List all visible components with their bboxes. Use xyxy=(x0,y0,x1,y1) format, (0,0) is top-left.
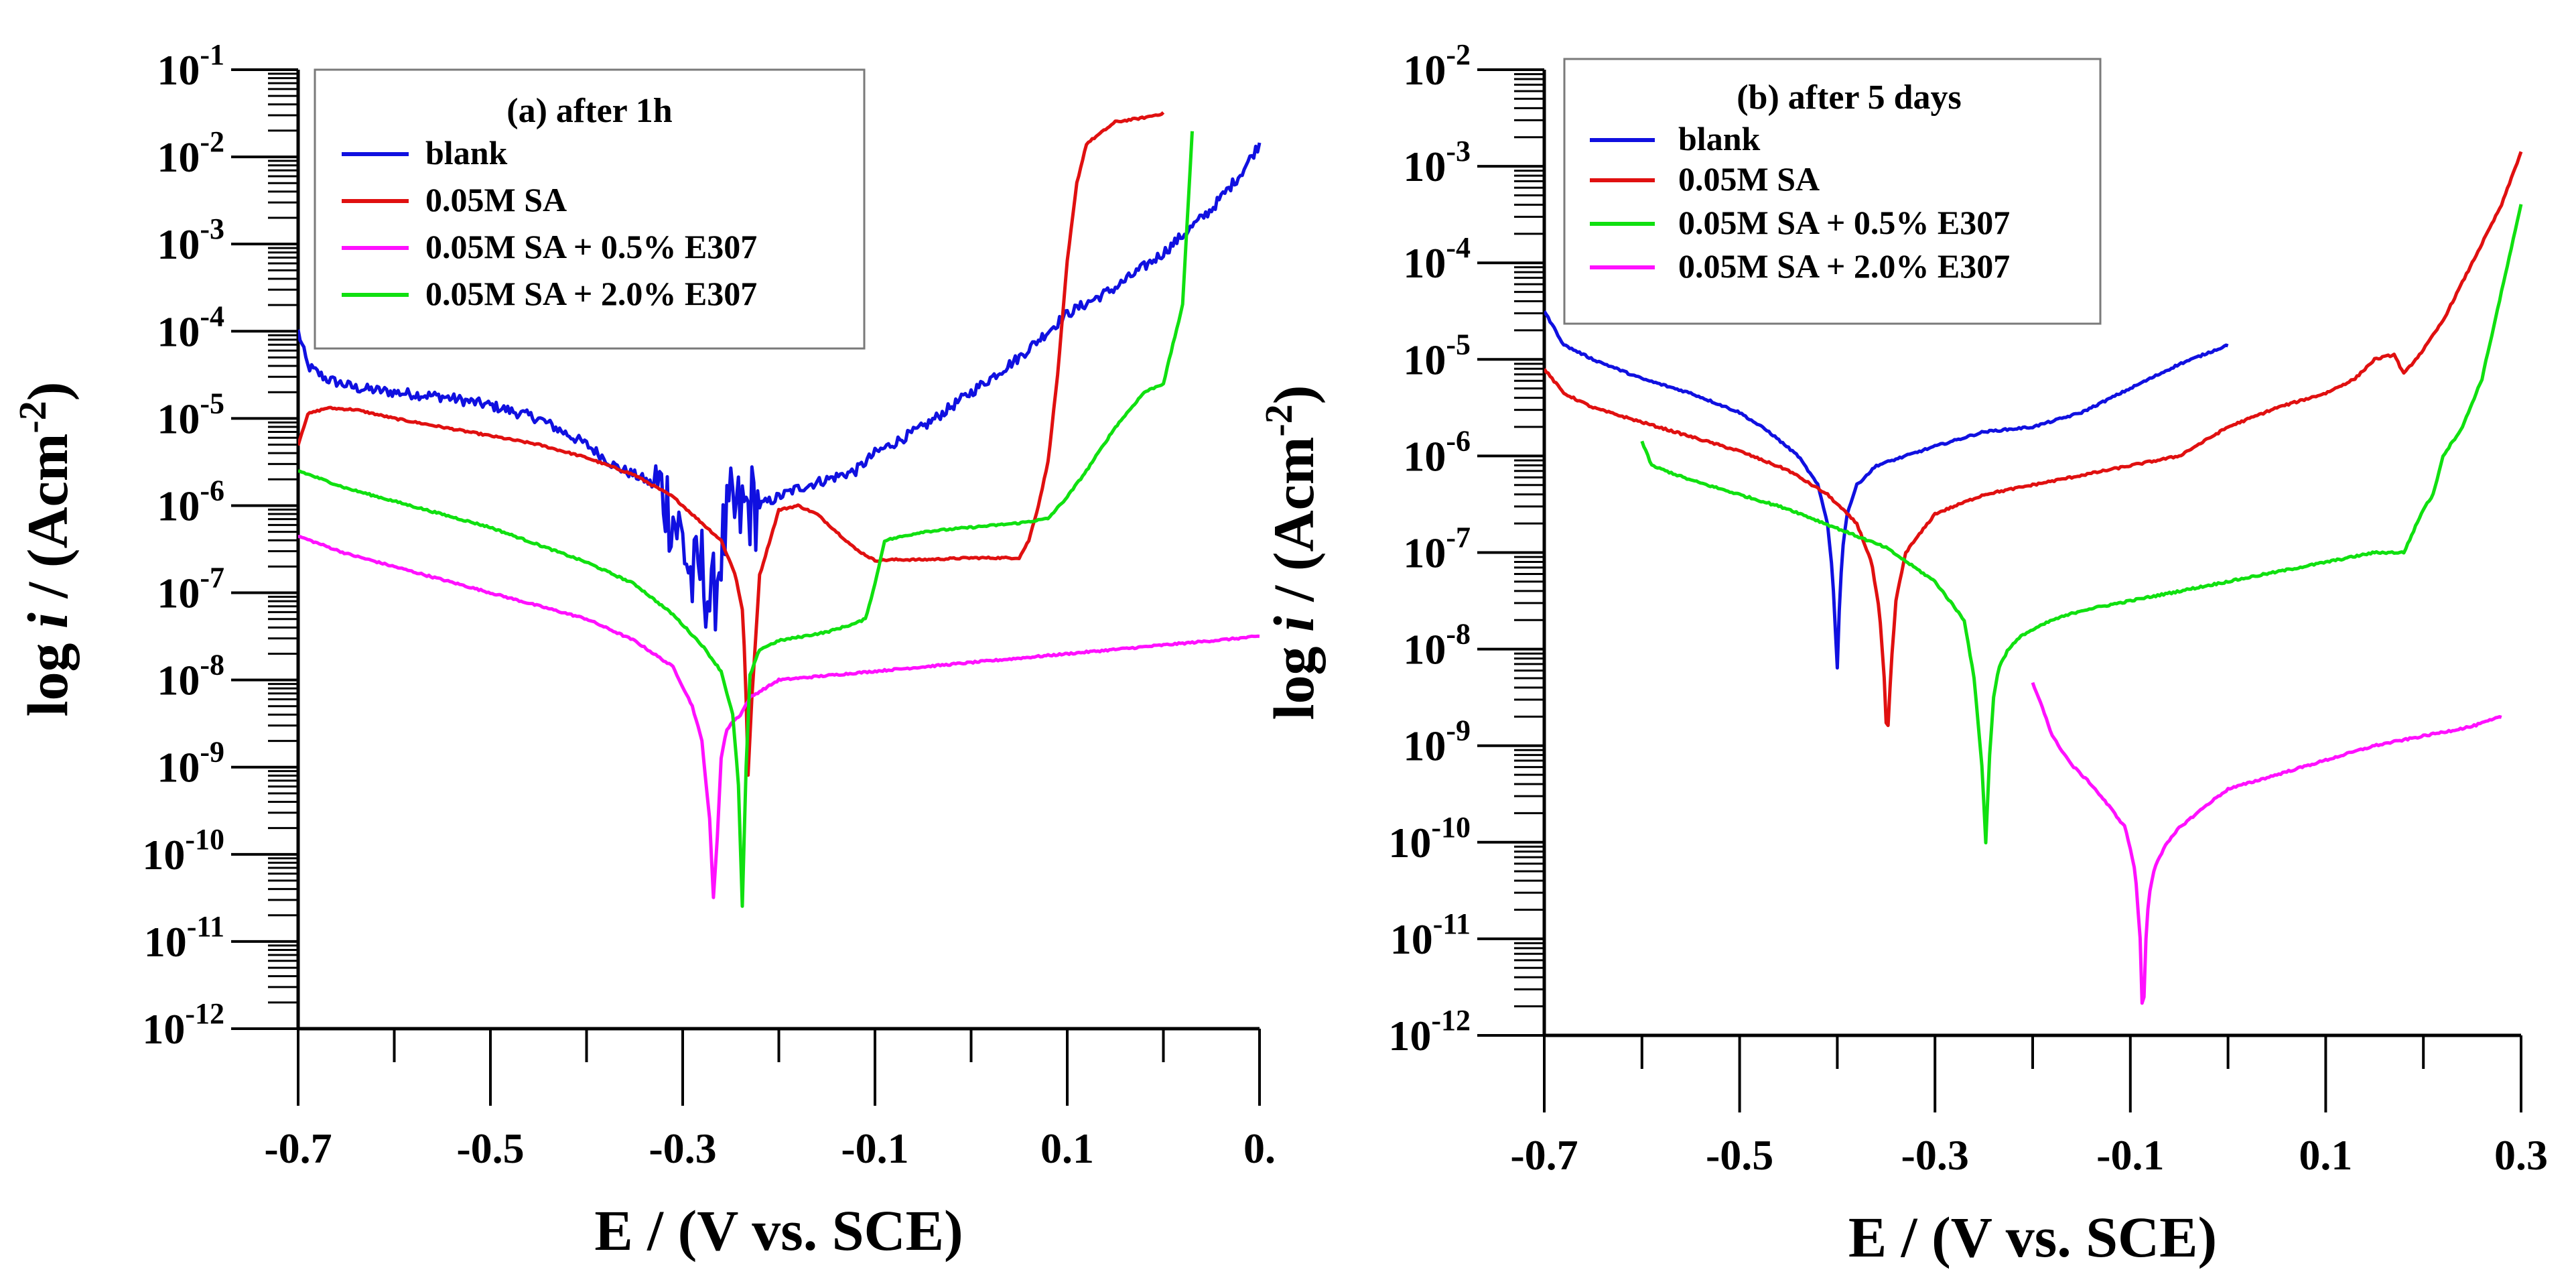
x-tick-label: -0.1 xyxy=(841,1125,908,1172)
series-line-1 xyxy=(298,142,1262,632)
x-tick-label: -0.5 xyxy=(456,1125,524,1172)
y-tick-label: 10-9 xyxy=(157,736,224,791)
x-tick-label: -0.7 xyxy=(1510,1131,1578,1179)
x-axis-title: E / (V vs. SCE) xyxy=(594,1198,963,1263)
x-tick-label: -0.3 xyxy=(649,1125,716,1172)
y-tick-label: 10-3 xyxy=(157,212,224,268)
legend-title: (b) after 5 days xyxy=(1737,78,1962,117)
legend-entry: 0.05M SA xyxy=(425,181,567,218)
y-tick-label: 10-4 xyxy=(1403,231,1471,287)
legend-entry: 0.05M SA + 2.0% E307 xyxy=(425,275,757,312)
y-axis-title: log i / (Acm-2) xyxy=(11,382,80,717)
legend-entry: blank xyxy=(1678,120,1761,157)
series-line-2 xyxy=(1544,151,2523,727)
x-tick-label: -0.3 xyxy=(1901,1131,1969,1179)
x-tick-label: -0.7 xyxy=(264,1125,332,1172)
y-tick-label: 10-11 xyxy=(1390,907,1471,963)
y-tick-label: 10-10 xyxy=(142,823,224,879)
series-line-3 xyxy=(298,535,1260,899)
series-line-2 xyxy=(298,111,1165,777)
y-tick-label: 10-2 xyxy=(157,125,224,181)
y-tick-label: 10-6 xyxy=(157,474,224,529)
legend-entry: 0.05M SA xyxy=(1678,160,1820,198)
y-tick-label: 10-5 xyxy=(157,387,224,442)
y-tick-label: 10-12 xyxy=(142,997,224,1053)
legend-box xyxy=(1563,58,2102,325)
panel-a: 10-12 10-11 10-10 10-9 10-8 10-7 10-6 10-5 10-4 1… xyxy=(11,38,1276,1263)
y-tick-label: 10-6 xyxy=(1403,424,1471,480)
panel-b: 10-12 10-11 10-10 10-9 10-8 10-7 10-6 10-5 10-4 1… xyxy=(1257,38,2548,1269)
y-tick-label: 10-2 xyxy=(1403,38,1471,94)
series-line-4 xyxy=(2031,682,2502,1005)
series-line-3 xyxy=(1640,204,2523,844)
y-axis-title: log i / (Acm-2) xyxy=(1257,385,1326,720)
y-tick-label: 10-3 xyxy=(1403,135,1471,190)
series-line-4 xyxy=(298,131,1194,908)
x-tick-label: 0. xyxy=(1243,1125,1276,1172)
legend-entry: 0.05M SA + 0.5% E307 xyxy=(1678,204,2010,241)
y-tick-label: 10-4 xyxy=(157,300,224,355)
y-tick-label: 10-5 xyxy=(1403,328,1471,383)
legend-entry: 0.05M SA + 2.0% E307 xyxy=(1678,247,2010,285)
x-tick-label: -0.1 xyxy=(2096,1131,2164,1179)
series-line-1 xyxy=(1544,310,2229,670)
y-tick-label: 10-12 xyxy=(1388,1004,1471,1060)
y-tick-label: 10-8 xyxy=(157,649,224,704)
y-tick-label: 10-7 xyxy=(157,562,224,617)
legend-entry: blank xyxy=(425,134,508,172)
legend-box xyxy=(314,68,866,350)
legend-title: (a) after 1h xyxy=(506,92,672,130)
y-tick-label: 10-10 xyxy=(1388,811,1471,867)
legend-entry: 0.05M SA + 0.5% E307 xyxy=(425,228,757,265)
y-tick-label: 10-11 xyxy=(144,910,224,966)
x-tick-label: 0.3 xyxy=(2494,1131,2548,1179)
y-tick-label: 10-1 xyxy=(157,38,224,94)
x-tick-label: 0.1 xyxy=(1040,1125,1094,1172)
x-tick-label: -0.5 xyxy=(1706,1131,1773,1179)
y-tick-label: 10-8 xyxy=(1403,618,1471,674)
y-tick-label: 10-7 xyxy=(1403,521,1471,577)
y-tick-label: 10-9 xyxy=(1403,714,1471,770)
x-axis-title: E / (V vs. SCE) xyxy=(1848,1205,2217,1269)
x-tick-label: 0.1 xyxy=(2299,1131,2352,1179)
